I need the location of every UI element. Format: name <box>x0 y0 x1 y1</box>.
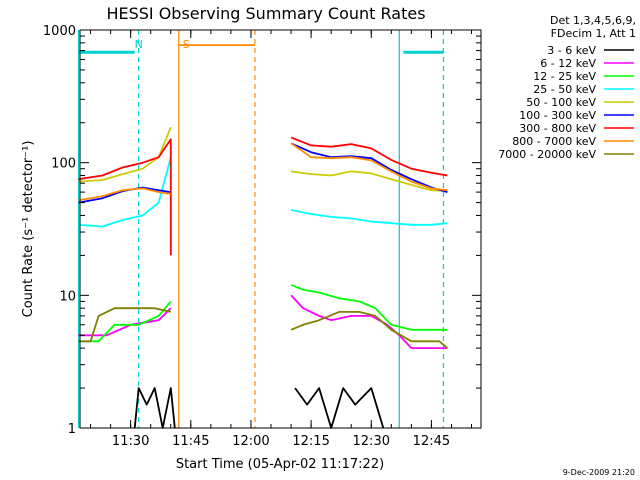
series-2-segment-0 <box>78 300 172 343</box>
legend-label-7: 800 - 7000 keV <box>512 135 596 148</box>
y-tick-label: 100 <box>51 157 76 172</box>
plot-frame <box>79 29 482 429</box>
x-tick-label: 12:30 <box>353 434 390 449</box>
legend-label-5: 100 - 300 keV <box>519 109 596 122</box>
series-1-segment-0 <box>78 307 172 337</box>
series-7-segment-0 <box>78 187 171 202</box>
legend-label-4: 50 - 100 keV <box>526 96 596 109</box>
legend-label-8: 7000 - 20000 keV <box>498 148 596 161</box>
y-tick-label: 1000 <box>43 24 76 39</box>
legend-header-1: FDecim 1, Att 1 <box>551 27 636 40</box>
series-3-segment-0 <box>78 156 172 228</box>
chart-title: HESSI Observing Summary Count Rates <box>106 4 425 23</box>
y-axis: 1 10 100 1000 <box>43 24 481 437</box>
x-tick-label: 12:45 <box>413 434 450 449</box>
series-5-segment-1 <box>290 142 448 193</box>
y-tick-label: 1 <box>68 422 76 437</box>
x-tick-label: 11:45 <box>172 434 209 449</box>
annotation-n: N <box>135 38 143 51</box>
y-tick-label: 10 <box>59 289 76 304</box>
series-1-segment-1 <box>290 294 448 349</box>
x-tick-label: 12:15 <box>292 434 329 449</box>
y-axis-label: Count Rate (s⁻¹ detector⁻¹) <box>21 141 36 318</box>
x-axis-label: Start Time (05-Apr-02 11:17:22) <box>176 457 384 472</box>
series-4-segment-0 <box>78 126 172 183</box>
x-tick-label: 11:30 <box>112 434 149 449</box>
series-0-segment-1 <box>294 387 385 429</box>
series-8-segment-0 <box>78 307 172 343</box>
series-3-segment-1 <box>290 209 448 226</box>
x-axis: 11:30 11:45 12:00 12:15 12:30 12:45 <box>90 30 473 449</box>
legend-label-6: 300 - 800 keV <box>519 122 596 135</box>
legend-label-0: 3 - 6 keV <box>547 44 596 57</box>
legend-label-1: 6 - 12 keV <box>540 57 596 70</box>
legend-header-0: Det 1,3,4,5,6,9, <box>550 14 636 27</box>
series-2-segment-1 <box>290 283 448 331</box>
series-7-segment-2 <box>290 142 448 192</box>
legend-label-3: 25 - 50 keV <box>533 83 596 96</box>
legend: Det 1,3,4,5,6,9,FDecim 1, Att 1 3 - 6 keV… <box>498 14 636 161</box>
series-6-segment-0 <box>78 138 172 256</box>
series-4-segment-1 <box>290 170 448 192</box>
series-6-segment-1 <box>290 136 448 177</box>
series-8-segment-1 <box>290 311 448 349</box>
series-0-segment-0 <box>133 387 176 429</box>
legend-label-2: 12 - 25 keV <box>533 70 596 83</box>
footer-date: 9-Dec-2009 21:20 <box>563 468 635 477</box>
x-tick-label: 12:00 <box>232 434 269 449</box>
